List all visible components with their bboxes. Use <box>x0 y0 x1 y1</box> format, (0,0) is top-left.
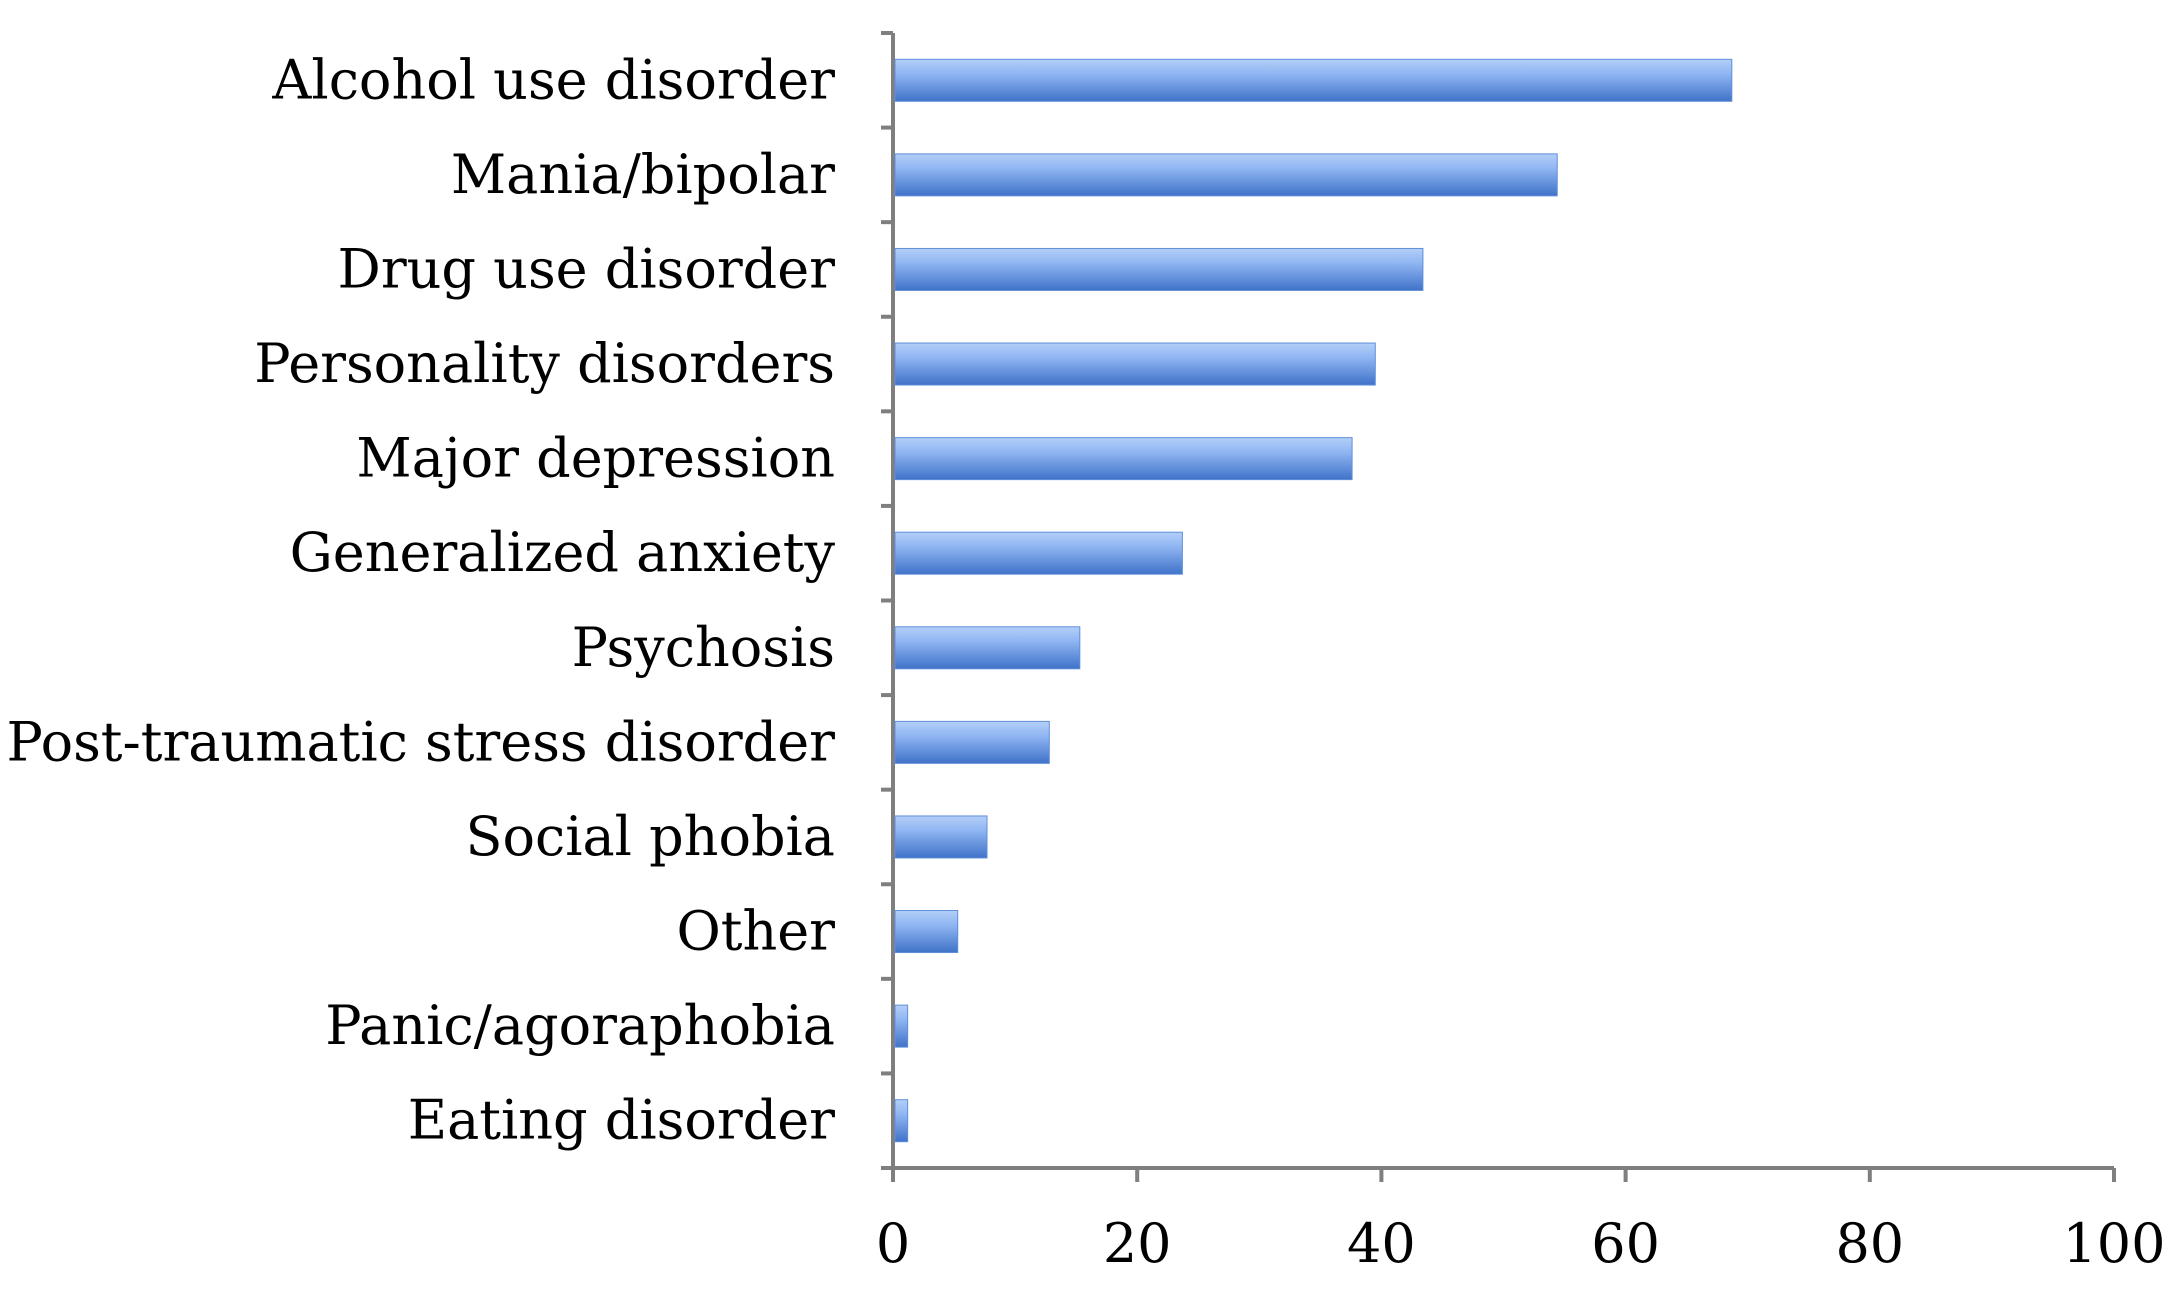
bar <box>894 153 1558 197</box>
x-tick-label: 60 <box>1591 1212 1660 1275</box>
x-tick-label: 80 <box>1835 1212 1904 1275</box>
x-tick-label: 0 <box>876 1212 910 1275</box>
bar <box>894 1099 909 1143</box>
bar <box>894 247 1424 291</box>
category-label: Post-traumatic stress disorder <box>6 710 835 773</box>
bar <box>894 910 959 954</box>
category-label: Generalized anxiety <box>290 521 836 584</box>
bar <box>894 342 1376 386</box>
x-tick-label: 100 <box>2062 1212 2165 1275</box>
bar <box>894 437 1353 481</box>
category-label: Psychosis <box>572 616 835 679</box>
category-label: Personality disorders <box>254 332 835 395</box>
bars-group <box>894 58 1733 1143</box>
bar <box>894 531 1183 575</box>
x-axis-ticks-group: 0 20 40 60 80 100 <box>876 1168 2166 1275</box>
category-label: Drug use disorder <box>338 237 836 300</box>
category-label: Social phobia <box>465 805 835 868</box>
x-tick-label: 40 <box>1347 1212 1416 1275</box>
x-tick-label: 20 <box>1103 1212 1172 1275</box>
bar <box>894 58 1733 102</box>
category-label: Mania/bipolar <box>451 143 835 206</box>
category-labels-group: Alcohol use disorder Mania/bipolar Drug us… <box>6 48 835 1151</box>
category-label: Panic/agoraphobia <box>325 994 835 1057</box>
category-label: Major depression <box>356 427 835 490</box>
bar <box>894 626 1081 670</box>
bar <box>894 815 988 859</box>
category-label: Alcohol use disorder <box>271 48 835 111</box>
category-label: Eating disorder <box>408 1089 835 1152</box>
bar <box>894 720 1050 764</box>
bar <box>894 1004 909 1048</box>
plot-area <box>881 31 2114 1170</box>
category-label: Other <box>676 900 835 963</box>
